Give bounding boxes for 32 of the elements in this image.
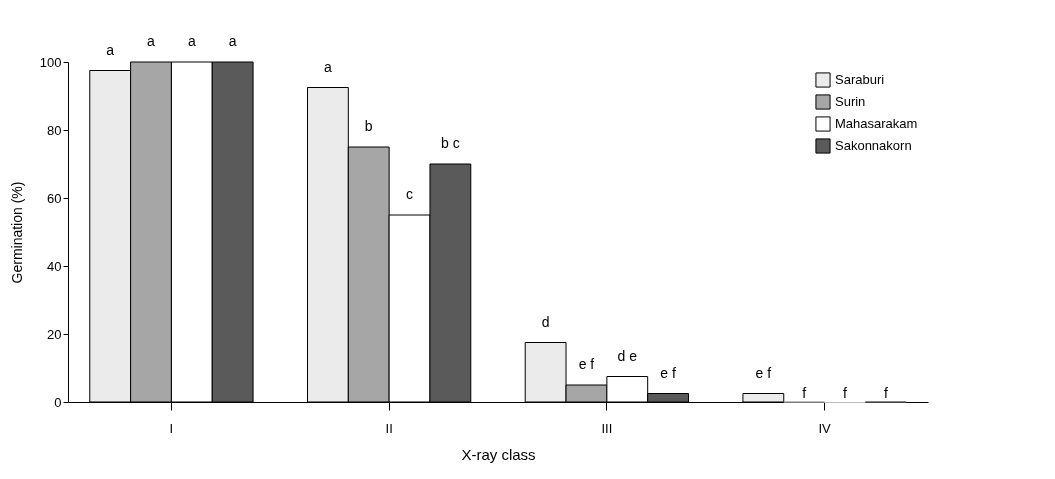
y-tick-label: 60: [47, 190, 62, 206]
y-axis-title: Germination (%): [8, 181, 25, 284]
data-label: c: [406, 186, 414, 202]
y-tick-label: 100: [39, 54, 62, 70]
data-label: e f: [660, 364, 676, 381]
data-label: a: [106, 41, 115, 58]
data-label: b c: [441, 135, 460, 151]
y-tick-label: 20: [47, 326, 62, 342]
x-tick-label: I: [169, 420, 174, 436]
data-label: e f: [578, 356, 595, 372]
data-label: b: [364, 118, 373, 134]
y-tick-label: 0: [54, 394, 62, 410]
data-label: d e: [617, 347, 638, 364]
data-label: f: [883, 385, 888, 401]
data-label: a: [228, 33, 237, 49]
y-tick-label: 80: [47, 122, 62, 138]
data-label: f: [843, 385, 848, 401]
data-label: f: [802, 385, 807, 401]
legend-label: Sakonnakorn: [835, 138, 912, 153]
legend-label: Saraburi: [835, 72, 885, 87]
data-label: d: [541, 313, 550, 330]
legend-label: Surin: [835, 94, 866, 109]
y-tick-label: 40: [47, 258, 62, 274]
data-label: a: [187, 33, 196, 49]
x-tick-label: IV: [818, 420, 832, 436]
legend-label: Mahasarakam: [835, 116, 918, 131]
data-label: a: [147, 33, 156, 49]
x-axis-title: X-ray class: [461, 445, 536, 463]
x-tick-label: III: [601, 420, 613, 436]
x-tick-label: II: [385, 420, 393, 436]
data-label: e f: [755, 364, 772, 381]
data-label: a: [324, 58, 333, 75]
